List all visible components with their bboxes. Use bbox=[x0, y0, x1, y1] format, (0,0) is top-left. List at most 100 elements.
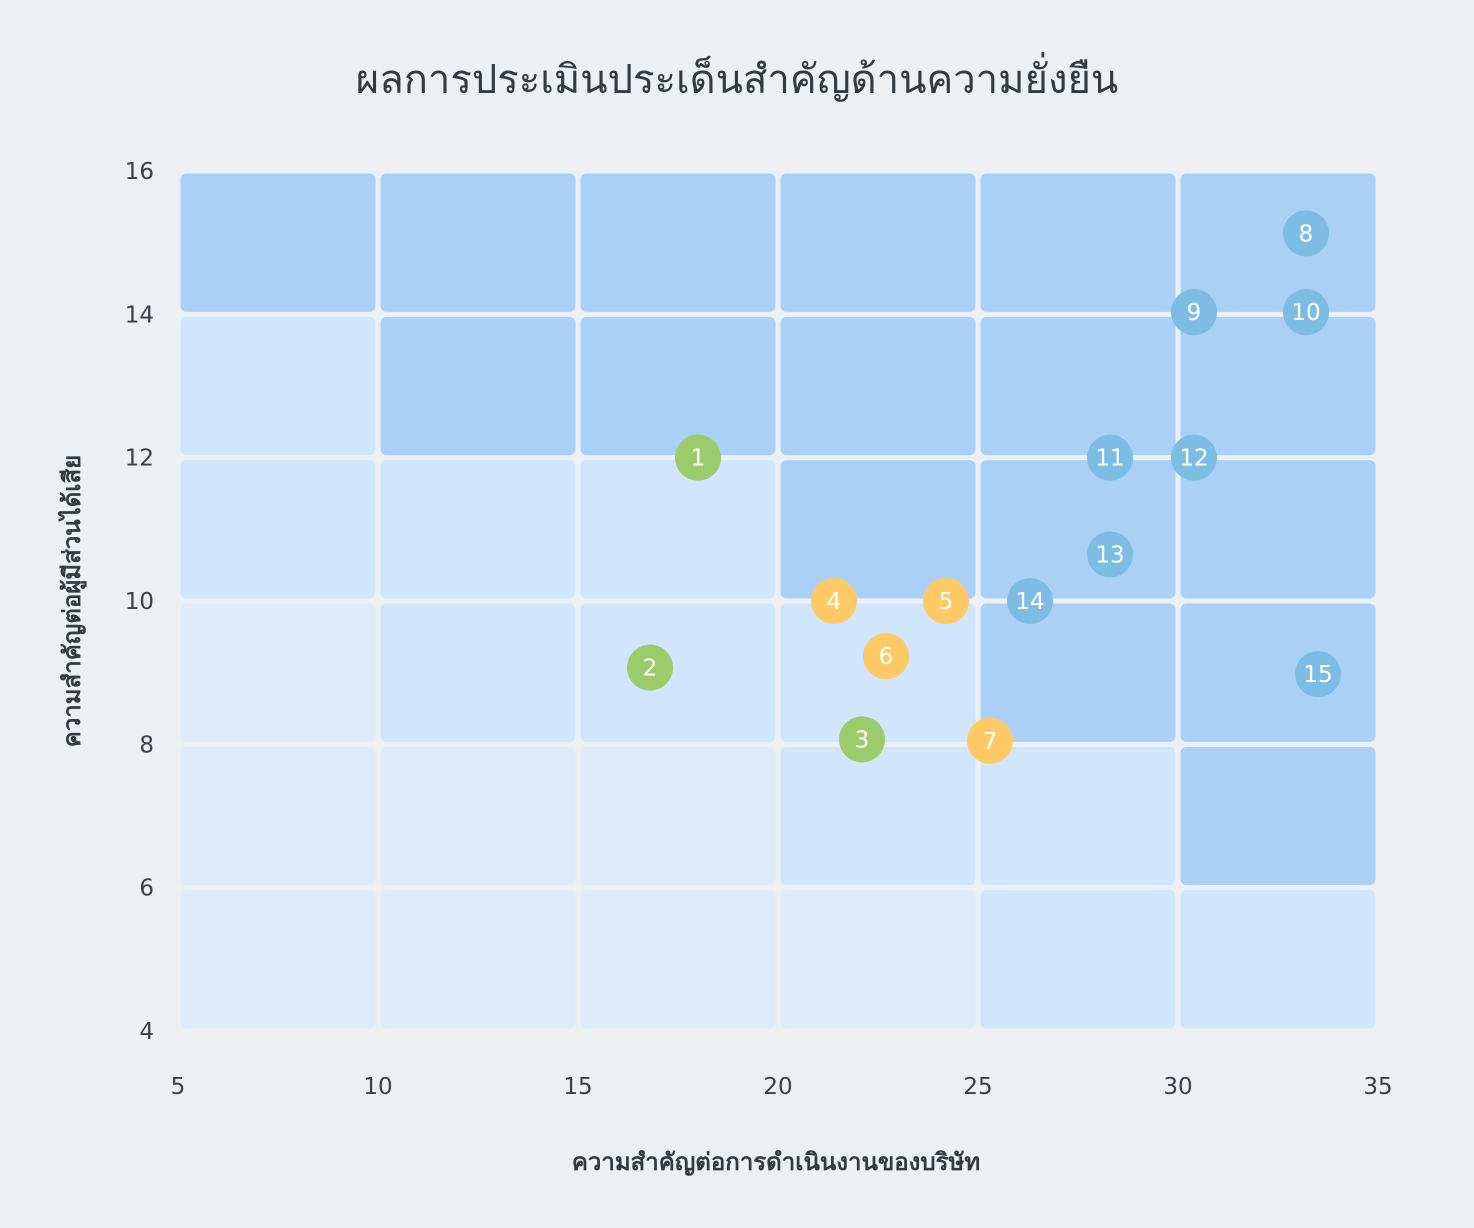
grid-cell bbox=[780, 460, 976, 599]
x-axis-ticks: 5 10 15 20 25 30 35 bbox=[171, 1074, 1393, 1100]
data-point-label: 6 bbox=[879, 644, 894, 670]
grid-cell bbox=[380, 746, 576, 886]
data-point-marker[interactable] bbox=[923, 578, 969, 624]
data-point-marker[interactable] bbox=[1007, 578, 1053, 624]
y-tick-label: 4 bbox=[139, 1019, 154, 1045]
data-point[interactable]: 1 bbox=[675, 434, 721, 481]
grid-cell bbox=[980, 316, 1176, 456]
grid-cell bbox=[180, 173, 376, 312]
data-point-marker[interactable] bbox=[811, 578, 857, 624]
data-point[interactable]: 6 bbox=[863, 633, 909, 680]
grid-cell bbox=[380, 890, 576, 1029]
grid-cell bbox=[1180, 746, 1376, 886]
grid-cell bbox=[580, 603, 776, 742]
grid-cell bbox=[580, 316, 776, 456]
grid-cell bbox=[980, 603, 1176, 742]
grid-cell bbox=[780, 316, 976, 456]
data-point-label: 3 bbox=[855, 727, 870, 753]
data-point-marker[interactable] bbox=[1171, 434, 1217, 481]
data-point-label: 7 bbox=[983, 729, 998, 755]
grid-cell bbox=[180, 890, 376, 1029]
x-tick-label: 10 bbox=[363, 1074, 392, 1100]
x-tick-label: 30 bbox=[1163, 1074, 1192, 1100]
x-tick-label: 15 bbox=[563, 1074, 592, 1100]
grid-cell bbox=[1180, 173, 1376, 312]
data-point-marker[interactable] bbox=[967, 717, 1013, 764]
data-point-label: 14 bbox=[1015, 589, 1044, 615]
y-tick-label: 6 bbox=[139, 876, 154, 902]
grid-cell bbox=[580, 746, 776, 886]
grid-cell bbox=[780, 746, 976, 886]
grid-cell bbox=[580, 173, 776, 312]
data-point[interactable]: 2 bbox=[627, 644, 673, 691]
x-tick-label: 20 bbox=[763, 1074, 792, 1100]
data-point[interactable]: 11 bbox=[1087, 434, 1133, 481]
y-tick-label: 12 bbox=[125, 446, 154, 472]
grid-cell bbox=[1180, 316, 1376, 456]
data-point-marker[interactable] bbox=[863, 633, 909, 680]
data-point[interactable]: 8 bbox=[1283, 210, 1329, 257]
background-cells bbox=[180, 173, 1376, 1029]
grid-cell bbox=[980, 460, 1176, 599]
data-point-marker[interactable] bbox=[627, 644, 673, 691]
grid-cell bbox=[1180, 890, 1376, 1029]
data-point-label: 8 bbox=[1299, 221, 1314, 247]
grid-cell bbox=[580, 890, 776, 1029]
data-point-marker[interactable] bbox=[1283, 210, 1329, 257]
data-point-label: 1 bbox=[691, 446, 706, 472]
data-point[interactable]: 14 bbox=[1007, 578, 1053, 624]
x-tick-label: 25 bbox=[963, 1074, 992, 1100]
grid-cell bbox=[380, 173, 576, 312]
data-point-label: 2 bbox=[643, 656, 658, 682]
data-point[interactable]: 15 bbox=[1295, 651, 1341, 698]
data-point-marker[interactable] bbox=[1295, 651, 1341, 698]
grid-cell bbox=[1180, 603, 1376, 742]
x-tick-label: 5 bbox=[171, 1074, 186, 1100]
grid-cell bbox=[980, 173, 1176, 312]
data-point-label: 13 bbox=[1095, 542, 1124, 568]
grid-cell bbox=[980, 746, 1176, 886]
data-point[interactable]: 10 bbox=[1283, 289, 1329, 336]
data-point-label: 5 bbox=[939, 589, 954, 615]
data-point-marker[interactable] bbox=[1087, 434, 1133, 481]
data-point[interactable]: 5 bbox=[923, 578, 969, 624]
grid-cell bbox=[380, 603, 576, 742]
data-point[interactable]: 3 bbox=[839, 716, 885, 763]
data-point-marker[interactable] bbox=[839, 716, 885, 763]
data-point[interactable]: 12 bbox=[1171, 434, 1217, 481]
data-point-label: 11 bbox=[1095, 446, 1124, 472]
data-point[interactable]: 7 bbox=[967, 717, 1013, 764]
data-point-marker[interactable] bbox=[1171, 289, 1217, 336]
grid-cell bbox=[1180, 460, 1376, 599]
chart-title: ผลการประเมินประเด็นสำคัญด้านความยั่งยืน bbox=[356, 52, 1119, 103]
data-point[interactable]: 9 bbox=[1171, 289, 1217, 336]
data-point-label: 10 bbox=[1291, 300, 1320, 326]
data-point-label: 12 bbox=[1179, 446, 1208, 472]
grid-cell bbox=[780, 173, 976, 312]
data-point[interactable]: 13 bbox=[1087, 531, 1133, 578]
grid-cell bbox=[580, 460, 776, 599]
grid-cell bbox=[180, 316, 376, 456]
grid-cell bbox=[180, 460, 376, 599]
data-point-marker[interactable] bbox=[1283, 289, 1329, 336]
y-tick-label: 14 bbox=[125, 302, 154, 328]
data-point-marker[interactable] bbox=[675, 434, 721, 481]
data-point-label: 15 bbox=[1303, 662, 1332, 688]
grid-cell bbox=[180, 746, 376, 886]
data-point[interactable]: 4 bbox=[811, 578, 857, 624]
grid-cell bbox=[380, 316, 576, 456]
grid-cell bbox=[380, 460, 576, 599]
x-tick-label: 35 bbox=[1363, 1074, 1392, 1100]
grid-cell bbox=[980, 890, 1176, 1029]
x-axis-title: ความสำคัญต่อการดำเนินงานของบริษัท bbox=[572, 1148, 980, 1176]
data-point-label: 4 bbox=[827, 589, 842, 615]
y-tick-label: 16 bbox=[125, 159, 154, 185]
y-axis-title: ความสำคัญต่อผู้มีส่วนได้เสีย bbox=[57, 455, 87, 747]
data-point-marker[interactable] bbox=[1087, 531, 1133, 578]
grid-cell bbox=[180, 603, 376, 742]
data-point-label: 9 bbox=[1187, 300, 1202, 326]
grid-cell bbox=[780, 890, 976, 1029]
y-tick-label: 10 bbox=[125, 589, 154, 615]
